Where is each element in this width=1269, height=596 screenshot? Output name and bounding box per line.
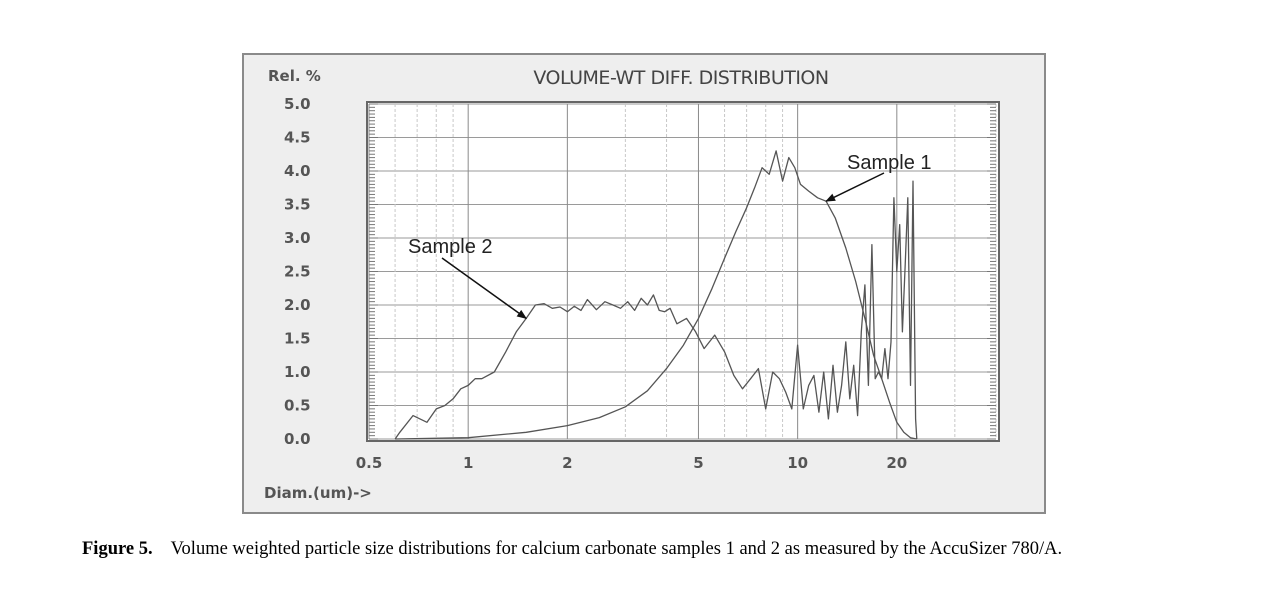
y-tick-label: 2.5 [284,263,311,281]
axis-rulers [369,103,996,440]
y-tick-label: 1.0 [284,363,311,381]
y-tick-label: 2.0 [284,296,311,314]
series-line-sample-2 [394,180,918,440]
x-tick-label: 5 [693,454,703,472]
grid [368,103,997,440]
figure-caption: Figure 5. Volume weighted particle size d… [82,539,1242,560]
y-tick-label: 3.0 [284,229,311,247]
x-axis-label: Diam.(um)-> [264,484,372,502]
annotation-arrow [441,257,528,320]
chart-svg: VOLUME-WT DIFF. DISTRIBUTION Rel. % Diam… [264,67,1000,502]
x-ticks: 0.5 1 2 5 10 20 [356,454,908,472]
annotations: Sample 1 Sample 2 [408,152,932,320]
y-tick-label: 4.0 [284,162,311,180]
annotation-label-sample-2: Sample 2 [408,236,493,258]
annotation-arrow [825,172,885,202]
y-tick-label: 1.5 [284,330,311,348]
x-tick-label: 2 [562,454,572,472]
y-tick-label: 4.5 [284,129,311,147]
chart-title: VOLUME-WT DIFF. DISTRIBUTION [533,67,828,89]
series-layer [394,150,918,440]
chart-figure: VOLUME-WT DIFF. DISTRIBUTION Rel. % Diam… [242,53,1046,514]
y-ticks: 0.0 0.5 1.0 1.5 2.0 2.5 3.0 3.5 4.0 4.5 5.0 [284,95,311,448]
x-tick-label: 1 [463,454,473,472]
caption-text: Volume weighted particle size distributi… [170,539,1063,559]
x-tick-label: 20 [886,454,907,472]
y-tick-label: 5.0 [284,95,311,113]
x-tick-label: 10 [787,454,808,472]
x-tick-label: 0.5 [356,454,383,472]
caption-label: Figure 5. [82,539,153,559]
y-tick-label: 0.0 [284,430,311,448]
y-tick-label: 3.5 [284,196,311,214]
annotation-label-sample-1: Sample 1 [847,152,932,174]
y-axis-label: Rel. % [268,67,321,85]
y-tick-label: 0.5 [284,397,311,415]
